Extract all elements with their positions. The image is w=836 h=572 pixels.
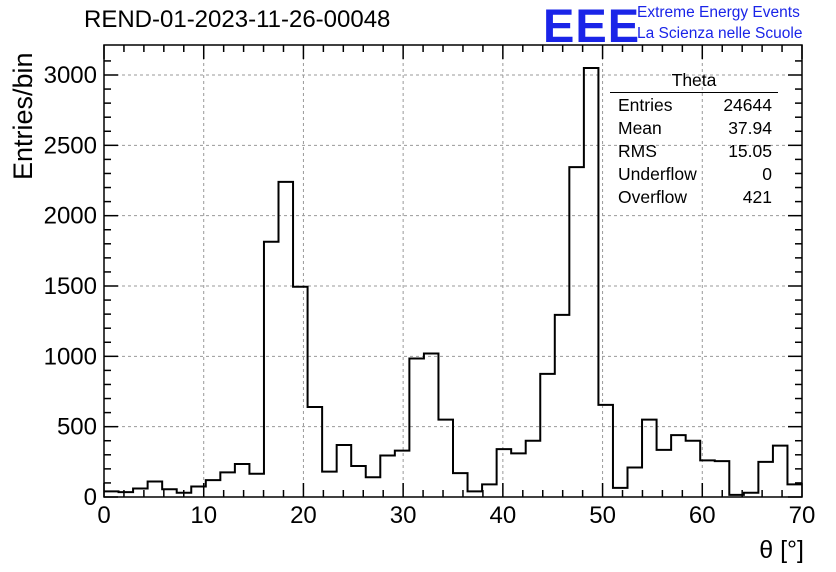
stats-value: 37.94 [728, 118, 772, 138]
logo-line-2: La Scienza nelle Scuole [637, 25, 803, 42]
stats-row-entries: Entries 24644 [610, 94, 778, 117]
stats-box: Theta Entries 24644 Mean 37.94 RMS 15.05 Un… [610, 70, 778, 209]
y-tick-label: 2000 [44, 203, 97, 230]
y-tick-label: 2500 [44, 132, 97, 159]
stats-row-overflow: Overflow 421 [610, 186, 778, 209]
x-tick-label: 40 [490, 502, 517, 529]
stats-row-underflow: Underflow 0 [610, 163, 778, 186]
stats-value: 15.05 [728, 141, 772, 161]
logo-line-1: Extreme Energy Events [637, 4, 800, 21]
y-tick-label: 3000 [44, 62, 97, 89]
eee-logo: EEE [543, 0, 641, 52]
stats-value: 24644 [723, 95, 772, 115]
stats-title: Theta [610, 70, 778, 93]
axis-ticks [103, 45, 803, 498]
stats-row-mean: Mean 37.94 [610, 117, 778, 140]
y-axis-label: Entries/bin [8, 52, 38, 180]
stats-label: Mean [618, 118, 662, 138]
x-tick-label: 60 [689, 502, 716, 529]
y-tick-label: 0 [84, 484, 97, 511]
chart-title: REND-01-2023-11-26-00048 [84, 6, 391, 33]
stats-label: RMS [618, 141, 657, 161]
axis-tick-labels: 0 10 20 30 40 50 60 70 0 500 1000 1500 2000 2500 3000 [44, 62, 816, 529]
y-tick-label: 1000 [44, 343, 97, 370]
stats-row-rms: RMS 15.05 [610, 140, 778, 163]
x-tick-label: 70 [789, 502, 816, 529]
stats-value: 421 [742, 187, 772, 207]
y-tick-label: 500 [57, 414, 97, 441]
x-tick-label: 10 [190, 502, 217, 529]
x-axis-label: θ [°] [759, 536, 804, 564]
stats-value: 0 [762, 164, 772, 184]
plot-frame [103, 44, 803, 498]
x-tick-label: 30 [390, 502, 417, 529]
stats-label: Overflow [618, 187, 688, 207]
x-tick-label: 0 [97, 502, 110, 529]
stats-label: Underflow [618, 164, 697, 184]
y-tick-label: 1500 [44, 273, 97, 300]
histogram-series [104, 66, 802, 496]
x-tick-label: 50 [589, 502, 616, 529]
x-tick-label: 20 [290, 502, 317, 529]
stats-label: Entries [618, 95, 673, 115]
